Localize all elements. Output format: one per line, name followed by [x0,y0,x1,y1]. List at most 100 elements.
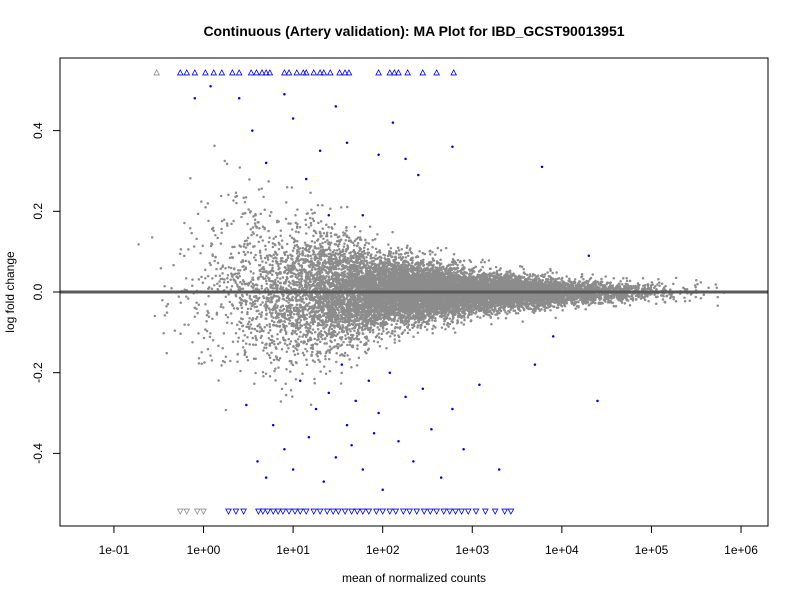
not-significant-point [295,226,299,230]
not-significant-point [238,166,242,169]
not-significant-point [356,323,359,326]
not-significant-point [300,277,303,280]
not-significant-point [594,301,597,305]
not-significant-point [264,248,268,251]
not-significant-point [342,233,345,237]
not-significant-point [244,211,247,215]
not-significant-point [316,328,320,331]
not-significant-point [472,311,475,314]
not-significant-point [239,280,242,284]
not-significant-point [249,323,253,326]
not-significant-point [283,266,287,269]
not-significant-point [259,272,262,276]
not-significant-point [249,307,253,311]
not-significant-point [442,323,446,326]
not-significant-point [259,275,263,278]
not-significant-point [276,333,279,336]
not-significant-point [165,311,169,314]
not-significant-point [306,309,310,312]
not-significant-point [397,256,401,259]
not-significant-point [200,362,203,365]
not-significant-point [208,335,212,339]
not-significant-point [183,254,186,258]
not-significant-point [479,316,482,319]
not-significant-point [356,344,359,347]
not-significant-point [274,243,277,247]
not-significant-point [305,350,309,353]
not-significant-point [312,219,316,223]
not-significant-point [694,286,697,289]
not-significant-point [213,259,216,263]
not-significant-point [495,269,499,273]
not-significant-point [288,234,292,237]
not-significant-point [231,304,235,307]
not-significant-point [239,369,242,373]
not-significant-point [327,357,331,361]
not-significant-point [526,273,529,277]
not-significant-point [293,353,297,356]
not-significant-point [304,254,307,258]
not-significant-point [376,233,379,236]
not-significant-point [299,330,302,334]
not-significant-point [381,326,385,329]
not-significant-point [241,346,245,349]
not-significant-point [247,260,251,263]
not-significant-point [173,329,177,332]
not-significant-point [301,249,304,253]
not-significant-point [405,322,408,326]
not-significant-point [329,207,332,210]
not-significant-point [254,343,258,346]
not-significant-point [278,357,282,360]
not-significant-point [338,251,342,254]
not-significant-point [211,339,215,342]
not-significant-point [311,253,315,256]
not-significant-point [652,286,656,290]
not-significant-point [255,338,258,342]
not-significant-point [449,263,453,266]
not-significant-point [357,356,361,359]
not-significant-point [337,235,341,238]
not-significant-point [246,236,250,240]
not-significant-point [363,324,367,328]
not-significant-point [460,321,463,324]
not-significant-point [253,302,257,306]
not-significant-point [356,241,360,245]
not-significant-point [368,225,372,228]
not-significant-point [279,330,282,334]
not-significant-point [423,325,427,329]
not-significant-point [380,337,383,341]
not-significant-point [351,333,355,337]
not-significant-point [390,323,393,327]
not-significant-point [287,266,290,269]
not-significant-point [248,262,252,265]
not-significant-point [434,316,437,320]
not-significant-point [261,239,265,242]
not-significant-point [410,261,414,265]
not-significant-point [271,284,274,287]
not-significant-point [283,342,287,345]
not-significant-point [258,226,261,230]
not-significant-point [625,279,629,283]
not-significant-point [265,300,268,303]
not-significant-point [398,339,401,343]
not-significant-point [286,343,289,347]
not-significant-point [352,244,356,247]
not-significant-point [310,257,313,260]
not-significant-point [294,230,298,233]
not-significant-point [226,274,230,277]
not-significant-point [428,250,431,253]
not-significant-point [452,252,456,256]
not-significant-point [338,311,341,314]
not-significant-point [203,268,207,271]
not-significant-point [618,284,622,288]
not-significant-point [456,263,459,267]
not-significant-point [260,284,264,288]
not-significant-point [505,270,508,273]
not-significant-point [411,326,414,330]
not-significant-point [582,277,585,281]
not-significant-point [259,254,262,257]
not-significant-point [574,284,578,287]
not-significant-point [319,249,323,252]
not-significant-point [268,236,271,240]
not-significant-point [319,220,323,223]
